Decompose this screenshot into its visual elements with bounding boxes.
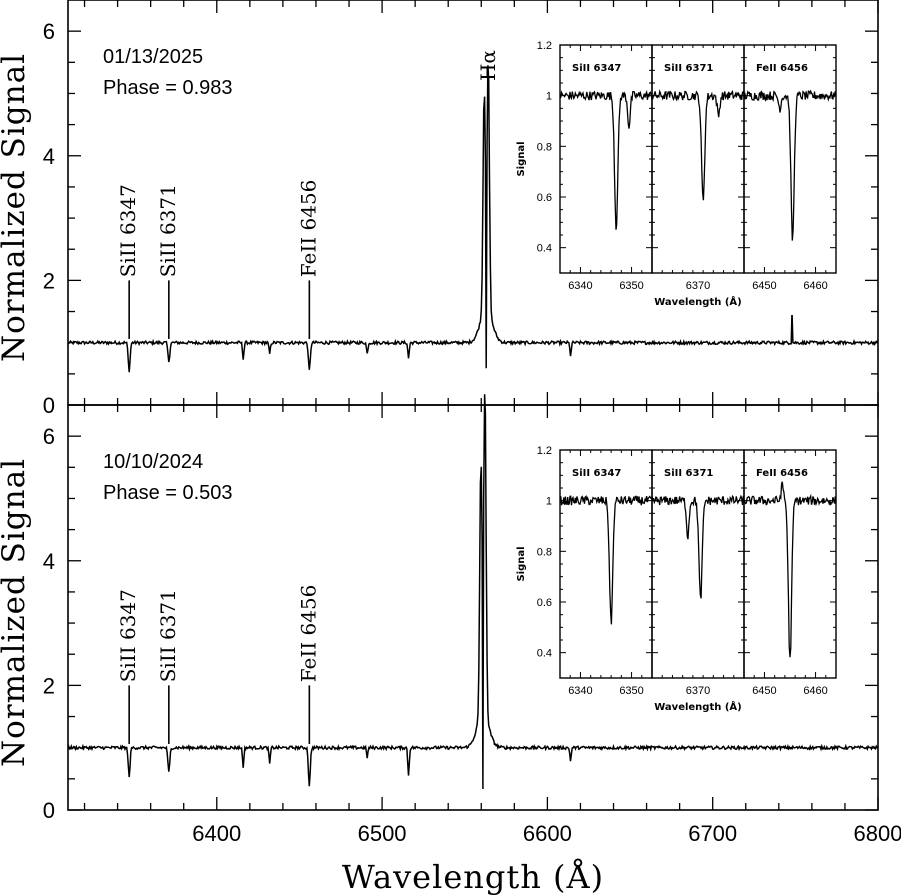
y-tick-label: 2	[43, 268, 55, 293]
observation-phase: Phase = 0.503	[103, 482, 233, 504]
x-axis-label: Wavelength (Å)	[342, 858, 604, 895]
spectrum-line	[67, 394, 879, 790]
line-id-label: SiII 6347	[116, 184, 140, 277]
inset-x-tick-label: 6340	[568, 280, 592, 292]
inset-subpanel: 6450 6460 FeII 6456	[743, 449, 837, 697]
inset-profile	[743, 481, 837, 658]
inset-x-tick-label: 6370	[686, 685, 710, 697]
inset-line-label: SiII 6347	[572, 63, 621, 74]
inset-profile	[651, 494, 745, 599]
line-id-label: SiII 6371	[156, 184, 180, 277]
inset-x-tick-label: 6370	[686, 280, 710, 292]
observation-phase: Phase = 0.983	[103, 77, 233, 99]
y-tick-label: 4	[43, 549, 55, 574]
inset-line-label: SiII 6371	[664, 63, 713, 74]
inset-y-tick-label: 0.6	[537, 192, 552, 204]
inset-line-label: SiII 6347	[572, 468, 621, 479]
inset-line-label: FeII 6456	[756, 63, 808, 74]
inset-y-tick-label: 1	[546, 496, 552, 508]
inset-y-tick-label: 0.8	[537, 546, 552, 558]
line-id-label: SiII 6347	[116, 589, 140, 682]
observation-date: 01/13/2025	[103, 46, 203, 68]
inset-y-tick-label: 0.4	[537, 243, 552, 255]
x-tick-label: 6800	[854, 821, 901, 846]
inset-profile	[559, 494, 653, 625]
inset-y-tick-label: 0.8	[537, 141, 552, 153]
y-axis-label: Normalized Signal	[0, 53, 32, 362]
y-tick-label: 0	[43, 393, 55, 418]
inset-x-axis-label: Wavelength (Å)	[654, 295, 741, 308]
inset-x-tick-label: 6350	[619, 280, 643, 292]
x-tick-label: 6700	[688, 821, 737, 846]
y-tick-label: 6	[43, 19, 55, 44]
inset-line-label: FeII 6456	[756, 468, 808, 479]
inset-x-tick-label: 6460	[803, 685, 827, 697]
inset-x-tick-label: 6450	[752, 280, 776, 292]
inset-x-tick-label: 6460	[803, 280, 827, 292]
inset-x-tick-label: 6350	[619, 685, 643, 697]
h-alpha-label: Hα	[476, 50, 500, 81]
line-id-label: SiII 6371	[156, 589, 180, 682]
x-tick-label: 6400	[192, 821, 241, 846]
y-tick-label: 2	[43, 673, 55, 698]
inset-y-axis-label: Signal	[516, 141, 527, 176]
inset-y-tick-label: 1.2	[537, 445, 552, 457]
inset-background	[510, 37, 844, 315]
inset-y-axis-label: Signal	[516, 546, 527, 581]
x-tick-label: 6500	[358, 821, 407, 846]
inset-profile	[743, 89, 837, 241]
inset-profile	[559, 89, 653, 230]
x-tick-label: 6600	[523, 821, 572, 846]
observation-date: 10/10/2024	[103, 451, 203, 473]
inset-subpanel: 6340 6350 SiII 6347	[559, 449, 653, 697]
inset-bottom: 6340 6350 SiII 6347 6370 SiII 6371 6450 6460 Fe…	[510, 442, 844, 720]
panels: 0 2 4 6 Normalized Signal 01/13/2025 Phase = 0…	[0, 0, 901, 846]
y-axis-label: Normalized Signal	[0, 458, 32, 767]
line-id-label: FeII 6456	[296, 180, 320, 278]
inset-line-label: SiII 6371	[664, 468, 713, 479]
inset-x-tick-label: 6450	[752, 685, 776, 697]
spectrum-line	[67, 65, 879, 373]
inset-y-tick-label: 1.2	[537, 40, 552, 52]
y-tick-label: 4	[43, 144, 55, 169]
y-tick-label: 0	[43, 798, 55, 823]
panel-top: 0 2 4 6 Normalized Signal 01/13/2025 Phase = 0…	[0, 0, 879, 418]
inset-x-axis-label: Wavelength (Å)	[654, 700, 741, 713]
inset-y-tick-label: 0.6	[537, 597, 552, 609]
inset-profile	[651, 89, 745, 201]
inset-x-tick-label: 6340	[568, 685, 592, 697]
inset-y-tick-label: 0.4	[537, 648, 552, 660]
line-id-label: FeII 6456	[296, 585, 320, 683]
inset-subpanel: 6450 6460 FeII 6456	[743, 44, 837, 292]
inset-y-tick-label: 1	[546, 91, 552, 103]
y-tick-label: 6	[43, 424, 55, 449]
inset-top: 6340 6350 SiII 6347 6370 SiII 6371 6450 6460 Fe…	[510, 37, 844, 315]
plot-frame	[67, 404, 879, 811]
panel-bottom: 0 2 4 6 6400 6500 6600 6700 6800 Normalized Signa…	[0, 394, 901, 846]
